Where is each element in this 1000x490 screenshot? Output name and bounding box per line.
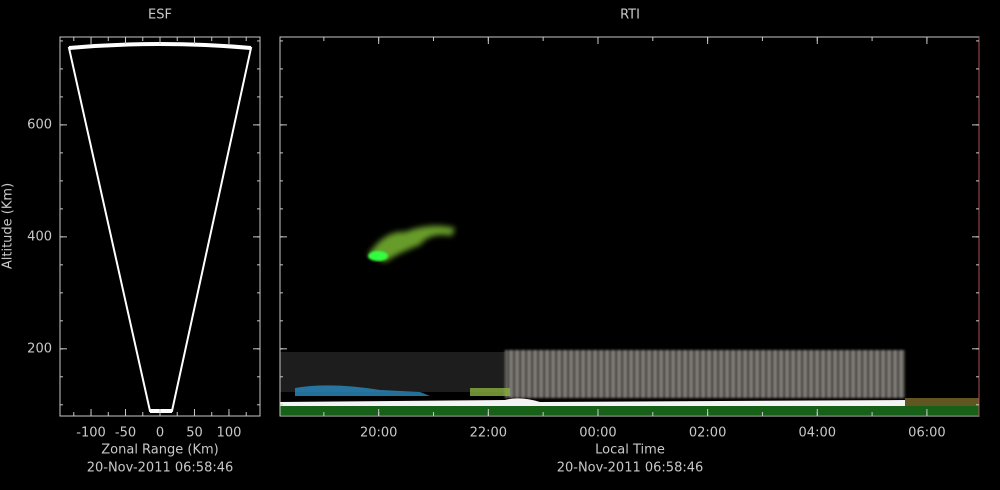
echo-ground — [280, 406, 979, 415]
echo-plume-core — [368, 251, 388, 261]
rti-panel: RTI Local Time 20-Nov-2011 06:58:46 — [279, 8, 980, 476]
y-tick-label: 600 — [27, 117, 52, 132]
x-tick-label: -50 — [115, 426, 136, 441]
echo-layer-early — [280, 352, 505, 392]
rti-echo-image — [280, 225, 979, 415]
x-tick-label: 100 — [217, 426, 242, 441]
esf-panel: ESF Zonal Range (Km) 20-Nov-2011 06:58:4… — [1, 8, 261, 476]
echo-layer-main — [505, 350, 905, 398]
echo-tail — [905, 398, 979, 406]
x-tick-label: 00:00 — [579, 426, 616, 441]
x-tick-label: 0 — [156, 426, 164, 441]
esf-y-label: Altitude (Km) — [1, 183, 16, 269]
echo-blue — [295, 385, 430, 396]
x-tick-label: 50 — [186, 426, 203, 441]
x-tick-label: 20:00 — [360, 426, 397, 441]
echo-white-line — [280, 398, 905, 406]
y-tick-label: 400 — [27, 229, 52, 244]
x-tick-label: 02:00 — [689, 426, 726, 441]
x-tick-label: 06:00 — [908, 426, 945, 441]
y-tick-label: 200 — [27, 341, 52, 356]
echo-olive — [470, 388, 510, 396]
x-tick-label: 22:00 — [470, 426, 507, 441]
esf-title: ESF — [148, 8, 172, 23]
esf-timestamp: 20-Nov-2011 06:58:46 — [87, 461, 234, 476]
rti-timestamp: 20-Nov-2011 06:58:46 — [557, 461, 704, 476]
esf-x-label: Zonal Range (Km) — [101, 443, 218, 458]
rti-title: RTI — [620, 8, 640, 23]
echo-plume — [368, 225, 455, 262]
x-tick-label: 04:00 — [799, 426, 836, 441]
rti-x-label: Local Time — [595, 443, 665, 458]
x-tick-label: -100 — [76, 426, 106, 441]
